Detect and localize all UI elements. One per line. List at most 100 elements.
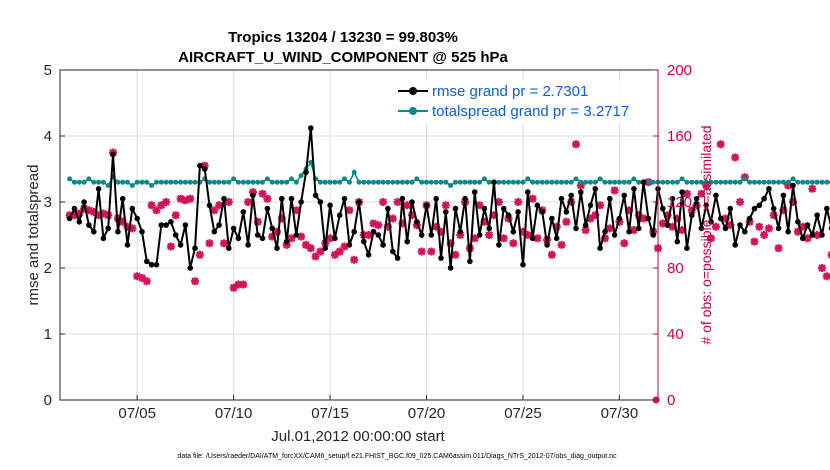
spread-point [163, 179, 169, 185]
spread-point [607, 179, 613, 185]
spread-point [139, 179, 145, 185]
obs-marker [195, 250, 204, 259]
spread-point [457, 179, 463, 185]
rmse-point [423, 202, 430, 209]
rmse-point [819, 232, 825, 238]
rmse-point [303, 169, 309, 176]
rmse-point [206, 202, 213, 209]
y-tick-label-right: 0 [667, 392, 675, 409]
obs-marker [244, 198, 253, 206]
spread-point [713, 179, 719, 185]
spread-point [86, 176, 92, 182]
y-tick-label-left: 1 [44, 326, 52, 343]
spread-point [708, 179, 714, 185]
chart-title-line1: Tropics 13204 / 13230 = 99.803% [228, 29, 458, 46]
rmse-point [814, 212, 820, 218]
rmse-point [409, 199, 415, 205]
obs-marker [287, 234, 296, 243]
spread-point [583, 179, 589, 185]
obs-marker [576, 181, 585, 190]
spread-point [129, 183, 135, 188]
spread-point [481, 176, 487, 182]
obs-marker [509, 239, 518, 248]
rmse-point [235, 235, 242, 242]
spread-point [761, 179, 767, 185]
spread-point [404, 179, 410, 185]
obs-marker [499, 234, 508, 243]
obs-marker [552, 222, 561, 231]
rmse-point [534, 202, 541, 209]
rmse-point [201, 166, 208, 172]
spread-point [506, 179, 511, 185]
obs-marker [702, 181, 711, 190]
spread-point [67, 176, 73, 182]
spread-point [76, 179, 82, 185]
obs-marker [745, 217, 754, 226]
spread-point [125, 179, 130, 185]
obs-marker [162, 198, 171, 206]
rmse-point [365, 252, 372, 258]
spread-point [245, 179, 251, 185]
rmse-point [211, 228, 218, 235]
obs-marker [784, 181, 793, 190]
spread-point [568, 179, 574, 185]
rmse-point [679, 189, 685, 195]
spread-point [771, 179, 777, 185]
obs-marker [89, 207, 98, 216]
rmse-point [664, 222, 671, 228]
spread-point [544, 179, 550, 185]
obs-marker [263, 194, 272, 203]
spread-point [342, 176, 347, 182]
spread-point [115, 179, 121, 185]
y-tick-label-left: 0 [44, 392, 52, 409]
obs-marker [388, 214, 397, 223]
spread-point [525, 176, 531, 182]
rmse-point [95, 186, 102, 192]
rmse-point [172, 232, 179, 238]
obs-marker [248, 188, 257, 197]
rmse-point [124, 242, 131, 248]
rmse-point [264, 205, 271, 212]
obs-marker [181, 196, 190, 205]
obs-marker [364, 231, 373, 239]
obs-marker [432, 222, 441, 231]
obs-marker [306, 244, 315, 253]
obs-marker [822, 272, 830, 281]
spread-point [626, 179, 632, 185]
obs-marker [470, 234, 479, 243]
spread-point [737, 179, 743, 185]
rmse-point [703, 202, 709, 209]
rmse-point [390, 248, 396, 255]
obs-marker [258, 189, 267, 198]
spread-point [178, 179, 184, 185]
spread-point [520, 179, 526, 185]
rmse-point [500, 205, 507, 212]
rmse-point [308, 125, 314, 131]
rmse-point [269, 225, 276, 232]
obs-marker [586, 214, 595, 223]
obs-marker [417, 247, 426, 256]
spread-point [173, 179, 179, 185]
obs-marker [436, 227, 445, 236]
rmse-point [742, 228, 748, 235]
rmse-point [635, 225, 642, 232]
spread-point [293, 179, 299, 185]
y-axis-label-left: rmse and totalspread [25, 165, 42, 306]
rmse-point [115, 228, 121, 235]
obs-marker [191, 277, 200, 286]
obs-marker [789, 198, 798, 206]
spread-point [414, 176, 420, 182]
rmse-point [240, 209, 247, 215]
spread-point [631, 176, 637, 182]
obs-marker [798, 222, 807, 231]
obs-marker [412, 221, 421, 230]
spread-point [100, 179, 106, 185]
spread-point [274, 179, 280, 185]
rmse-point [76, 219, 83, 225]
obs-marker [634, 211, 643, 220]
rmse-point [693, 195, 700, 202]
spread-point [612, 179, 618, 185]
rmse-point [616, 215, 623, 222]
obs-marker [171, 211, 180, 220]
